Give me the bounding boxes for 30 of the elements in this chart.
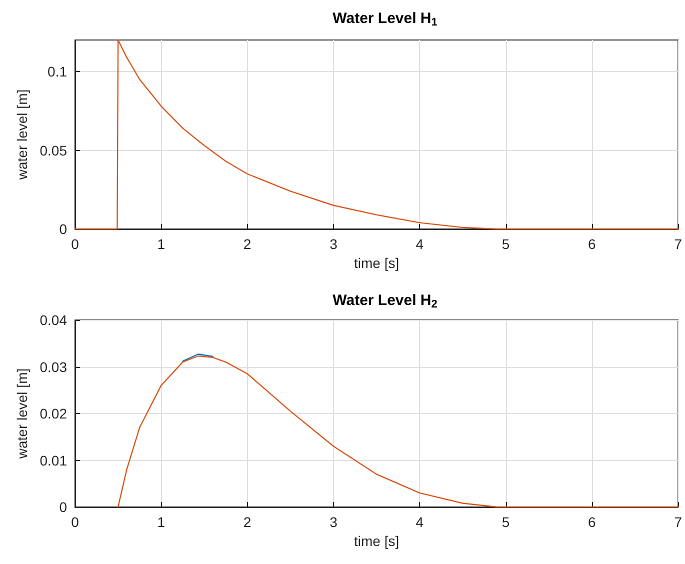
x-tick-label: 3 (330, 514, 338, 530)
x-tick-label: 1 (157, 514, 166, 530)
x-tick-label: 5 (502, 514, 510, 530)
x-tick-label: 2 (243, 514, 252, 530)
y-axis-title: water level [m] (14, 368, 30, 460)
x-tick-label: 7 (674, 514, 682, 530)
x-tick-label: 2 (243, 236, 252, 252)
x-tick-label: 0 (71, 236, 80, 252)
x-axis-title: time [s] (354, 254, 400, 271)
x-axis-title: time [s] (354, 532, 400, 549)
x-tick-label: 3 (330, 236, 338, 252)
y-axis-title: water level [m] (14, 89, 30, 181)
y-tick-label: 0 (59, 221, 68, 237)
x-tick-label: 0 (71, 514, 80, 530)
x-tick-label: 7 (674, 236, 682, 252)
x-tick-label: 6 (588, 236, 596, 252)
y-tick-label: 0.04 (40, 312, 68, 328)
y-tick-label: 0.05 (40, 142, 68, 158)
x-tick-label: 6 (588, 514, 596, 530)
x-tick-label: 1 (157, 236, 166, 252)
y-tick-label: 0 (59, 499, 68, 515)
y-tick-label: 0.03 (40, 358, 68, 375)
y-tick-label: 0.1 (48, 64, 68, 80)
x-tick-label: 5 (502, 236, 510, 252)
y-tick-label: 0.01 (40, 452, 68, 468)
x-tick-label: 4 (416, 236, 424, 252)
line-series (117, 355, 679, 508)
x-tick-label: 4 (416, 514, 424, 530)
y-tick-label: 0.02 (40, 406, 68, 422)
line-series (74, 39, 679, 230)
